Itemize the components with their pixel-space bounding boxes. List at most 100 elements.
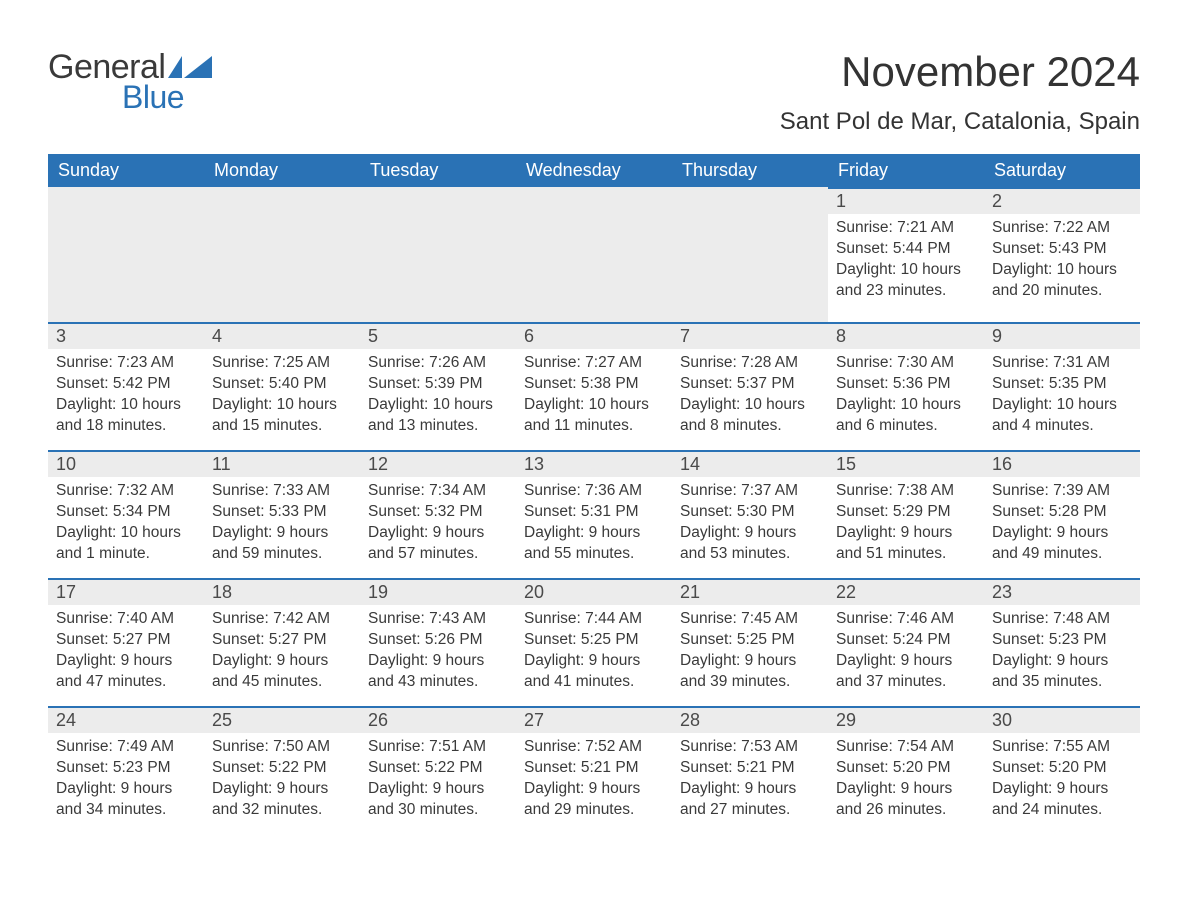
sunrise-text: Sunrise: 7:31 AM bbox=[992, 353, 1132, 374]
sunrise-text: Sunrise: 7:38 AM bbox=[836, 481, 976, 502]
sunset-text: Sunset: 5:43 PM bbox=[992, 239, 1132, 260]
sunrise-text: Sunrise: 7:42 AM bbox=[212, 609, 352, 630]
calendar-day-cell: 3Sunrise: 7:23 AMSunset: 5:42 PMDaylight… bbox=[48, 322, 204, 450]
sunrise-text: Sunrise: 7:37 AM bbox=[680, 481, 820, 502]
day-number: 10 bbox=[48, 450, 204, 477]
calendar-day-cell: 29Sunrise: 7:54 AMSunset: 5:20 PMDayligh… bbox=[828, 706, 984, 834]
day-number: 29 bbox=[828, 706, 984, 733]
calendar-week-row: 24Sunrise: 7:49 AMSunset: 5:23 PMDayligh… bbox=[48, 706, 1140, 834]
day-content: Sunrise: 7:52 AMSunset: 5:21 PMDaylight:… bbox=[516, 733, 672, 829]
sunset-text: Sunset: 5:34 PM bbox=[56, 502, 196, 523]
calendar-day-cell: 8Sunrise: 7:30 AMSunset: 5:36 PMDaylight… bbox=[828, 322, 984, 450]
day-content: Sunrise: 7:40 AMSunset: 5:27 PMDaylight:… bbox=[48, 605, 204, 701]
sunset-text: Sunset: 5:20 PM bbox=[992, 758, 1132, 779]
day-content: Sunrise: 7:21 AMSunset: 5:44 PMDaylight:… bbox=[828, 214, 984, 310]
weekday-header: Monday bbox=[204, 154, 360, 187]
day-number: 7 bbox=[672, 322, 828, 349]
calendar-day-cell: 1Sunrise: 7:21 AMSunset: 5:44 PMDaylight… bbox=[828, 187, 984, 322]
daylight-text: Daylight: 10 hours and 8 minutes. bbox=[680, 395, 820, 437]
daylight-text: Daylight: 10 hours and 1 minute. bbox=[56, 523, 196, 565]
daylight-text: Daylight: 9 hours and 57 minutes. bbox=[368, 523, 508, 565]
calendar-day-cell: 12Sunrise: 7:34 AMSunset: 5:32 PMDayligh… bbox=[360, 450, 516, 578]
day-number: 5 bbox=[360, 322, 516, 349]
calendar-day-cell bbox=[204, 187, 360, 322]
sunrise-text: Sunrise: 7:34 AM bbox=[368, 481, 508, 502]
calendar-day-cell: 13Sunrise: 7:36 AMSunset: 5:31 PMDayligh… bbox=[516, 450, 672, 578]
calendar-day-cell: 7Sunrise: 7:28 AMSunset: 5:37 PMDaylight… bbox=[672, 322, 828, 450]
header: General Blue November 2024 Sant Pol de M… bbox=[48, 48, 1140, 136]
weekday-header-row: Sunday Monday Tuesday Wednesday Thursday… bbox=[48, 154, 1140, 187]
day-content: Sunrise: 7:43 AMSunset: 5:26 PMDaylight:… bbox=[360, 605, 516, 701]
sunrise-text: Sunrise: 7:36 AM bbox=[524, 481, 664, 502]
day-content: Sunrise: 7:46 AMSunset: 5:24 PMDaylight:… bbox=[828, 605, 984, 701]
location-text: Sant Pol de Mar, Catalonia, Spain bbox=[780, 108, 1140, 136]
daylight-text: Daylight: 9 hours and 45 minutes. bbox=[212, 651, 352, 693]
sunrise-text: Sunrise: 7:33 AM bbox=[212, 481, 352, 502]
sunrise-text: Sunrise: 7:52 AM bbox=[524, 737, 664, 758]
day-content: Sunrise: 7:50 AMSunset: 5:22 PMDaylight:… bbox=[204, 733, 360, 829]
day-number: 11 bbox=[204, 450, 360, 477]
sunrise-text: Sunrise: 7:23 AM bbox=[56, 353, 196, 374]
daylight-text: Daylight: 10 hours and 15 minutes. bbox=[212, 395, 352, 437]
weekday-header: Saturday bbox=[984, 154, 1140, 187]
day-content: Sunrise: 7:22 AMSunset: 5:43 PMDaylight:… bbox=[984, 214, 1140, 310]
day-number: 24 bbox=[48, 706, 204, 733]
daylight-text: Daylight: 9 hours and 55 minutes. bbox=[524, 523, 664, 565]
day-content: Sunrise: 7:31 AMSunset: 5:35 PMDaylight:… bbox=[984, 349, 1140, 445]
calendar-week-row: 1Sunrise: 7:21 AMSunset: 5:44 PMDaylight… bbox=[48, 187, 1140, 322]
calendar-day-cell: 16Sunrise: 7:39 AMSunset: 5:28 PMDayligh… bbox=[984, 450, 1140, 578]
sunset-text: Sunset: 5:26 PM bbox=[368, 630, 508, 651]
sunset-text: Sunset: 5:25 PM bbox=[524, 630, 664, 651]
day-content: Sunrise: 7:23 AMSunset: 5:42 PMDaylight:… bbox=[48, 349, 204, 445]
calendar-day-cell: 11Sunrise: 7:33 AMSunset: 5:33 PMDayligh… bbox=[204, 450, 360, 578]
day-content: Sunrise: 7:49 AMSunset: 5:23 PMDaylight:… bbox=[48, 733, 204, 829]
sunrise-text: Sunrise: 7:25 AM bbox=[212, 353, 352, 374]
sunrise-text: Sunrise: 7:49 AM bbox=[56, 737, 196, 758]
sunset-text: Sunset: 5:35 PM bbox=[992, 374, 1132, 395]
sunrise-text: Sunrise: 7:45 AM bbox=[680, 609, 820, 630]
sunrise-text: Sunrise: 7:50 AM bbox=[212, 737, 352, 758]
day-content: Sunrise: 7:34 AMSunset: 5:32 PMDaylight:… bbox=[360, 477, 516, 573]
sunset-text: Sunset: 5:30 PM bbox=[680, 502, 820, 523]
day-number: 14 bbox=[672, 450, 828, 477]
day-number: 3 bbox=[48, 322, 204, 349]
day-number: 6 bbox=[516, 322, 672, 349]
daylight-text: Daylight: 9 hours and 59 minutes. bbox=[212, 523, 352, 565]
sunrise-text: Sunrise: 7:39 AM bbox=[992, 481, 1132, 502]
day-content: Sunrise: 7:51 AMSunset: 5:22 PMDaylight:… bbox=[360, 733, 516, 829]
day-number: 2 bbox=[984, 187, 1140, 214]
daylight-text: Daylight: 9 hours and 30 minutes. bbox=[368, 779, 508, 821]
day-number: 12 bbox=[360, 450, 516, 477]
daylight-text: Daylight: 9 hours and 29 minutes. bbox=[524, 779, 664, 821]
calendar-day-cell: 25Sunrise: 7:50 AMSunset: 5:22 PMDayligh… bbox=[204, 706, 360, 834]
day-content: Sunrise: 7:28 AMSunset: 5:37 PMDaylight:… bbox=[672, 349, 828, 445]
calendar-day-cell: 30Sunrise: 7:55 AMSunset: 5:20 PMDayligh… bbox=[984, 706, 1140, 834]
day-content: Sunrise: 7:54 AMSunset: 5:20 PMDaylight:… bbox=[828, 733, 984, 829]
calendar-week-row: 17Sunrise: 7:40 AMSunset: 5:27 PMDayligh… bbox=[48, 578, 1140, 706]
sunrise-text: Sunrise: 7:32 AM bbox=[56, 481, 196, 502]
day-content: Sunrise: 7:39 AMSunset: 5:28 PMDaylight:… bbox=[984, 477, 1140, 573]
calendar-week-row: 3Sunrise: 7:23 AMSunset: 5:42 PMDaylight… bbox=[48, 322, 1140, 450]
sunset-text: Sunset: 5:28 PM bbox=[992, 502, 1132, 523]
calendar-day-cell: 17Sunrise: 7:40 AMSunset: 5:27 PMDayligh… bbox=[48, 578, 204, 706]
sunset-text: Sunset: 5:27 PM bbox=[212, 630, 352, 651]
calendar-day-cell: 23Sunrise: 7:48 AMSunset: 5:23 PMDayligh… bbox=[984, 578, 1140, 706]
day-number: 15 bbox=[828, 450, 984, 477]
day-content: Sunrise: 7:42 AMSunset: 5:27 PMDaylight:… bbox=[204, 605, 360, 701]
calendar-day-cell: 26Sunrise: 7:51 AMSunset: 5:22 PMDayligh… bbox=[360, 706, 516, 834]
sunrise-text: Sunrise: 7:48 AM bbox=[992, 609, 1132, 630]
daylight-text: Daylight: 10 hours and 4 minutes. bbox=[992, 395, 1132, 437]
daylight-text: Daylight: 10 hours and 13 minutes. bbox=[368, 395, 508, 437]
sunrise-text: Sunrise: 7:44 AM bbox=[524, 609, 664, 630]
day-content: Sunrise: 7:25 AMSunset: 5:40 PMDaylight:… bbox=[204, 349, 360, 445]
title-block: November 2024 Sant Pol de Mar, Catalonia… bbox=[780, 48, 1140, 136]
daylight-text: Daylight: 9 hours and 32 minutes. bbox=[212, 779, 352, 821]
weekday-header: Sunday bbox=[48, 154, 204, 187]
weekday-header: Thursday bbox=[672, 154, 828, 187]
sunset-text: Sunset: 5:32 PM bbox=[368, 502, 508, 523]
sunset-text: Sunset: 5:36 PM bbox=[836, 374, 976, 395]
sunset-text: Sunset: 5:23 PM bbox=[992, 630, 1132, 651]
sunset-text: Sunset: 5:42 PM bbox=[56, 374, 196, 395]
daylight-text: Daylight: 9 hours and 27 minutes. bbox=[680, 779, 820, 821]
daylight-text: Daylight: 9 hours and 41 minutes. bbox=[524, 651, 664, 693]
